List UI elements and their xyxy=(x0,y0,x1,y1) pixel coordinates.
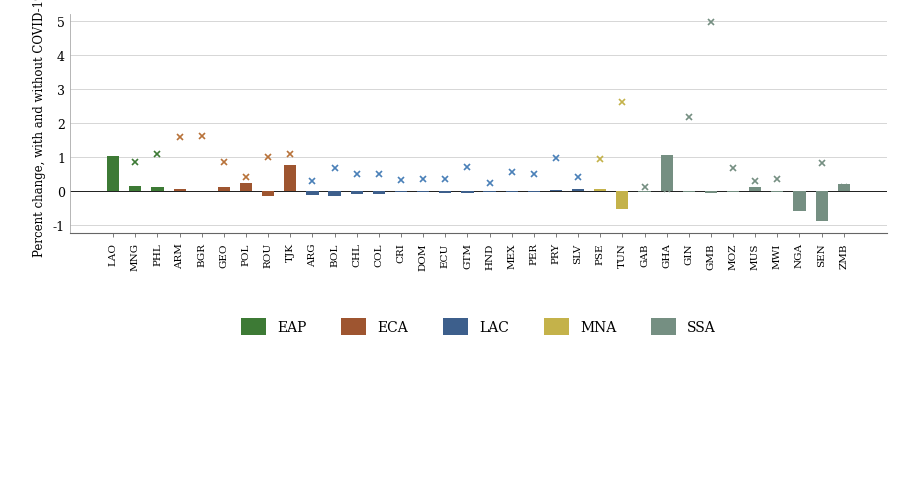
Bar xyxy=(750,188,761,191)
Legend: EAP, ECA, LAC, MNA, SSA: EAP, ECA, LAC, MNA, SSA xyxy=(235,313,722,341)
Bar xyxy=(284,166,297,191)
Bar xyxy=(794,191,805,212)
Bar xyxy=(528,191,540,193)
Bar xyxy=(683,191,695,193)
Y-axis label: Percent change, with and without COVID-19: Percent change, with and without COVID-1… xyxy=(33,0,46,257)
Bar xyxy=(262,191,274,197)
Bar xyxy=(572,190,584,191)
Bar xyxy=(771,191,784,193)
Bar xyxy=(107,157,119,191)
Bar xyxy=(351,191,363,195)
Bar xyxy=(639,191,650,193)
Bar xyxy=(240,184,253,191)
Bar xyxy=(129,186,142,191)
Bar xyxy=(506,191,518,193)
Bar xyxy=(152,188,163,191)
Bar xyxy=(173,190,186,191)
Bar xyxy=(483,191,495,193)
Bar xyxy=(439,191,451,194)
Bar xyxy=(217,188,230,191)
Bar xyxy=(395,191,407,193)
Bar xyxy=(307,191,318,196)
Bar xyxy=(727,191,739,193)
Bar xyxy=(660,156,673,191)
Bar xyxy=(461,191,474,194)
Bar xyxy=(196,191,207,192)
Bar xyxy=(838,184,850,191)
Bar xyxy=(815,191,828,222)
Bar xyxy=(704,191,717,194)
Bar xyxy=(328,191,341,197)
Bar xyxy=(616,191,629,210)
Bar xyxy=(594,190,606,191)
Bar xyxy=(417,191,429,193)
Bar xyxy=(373,191,385,195)
